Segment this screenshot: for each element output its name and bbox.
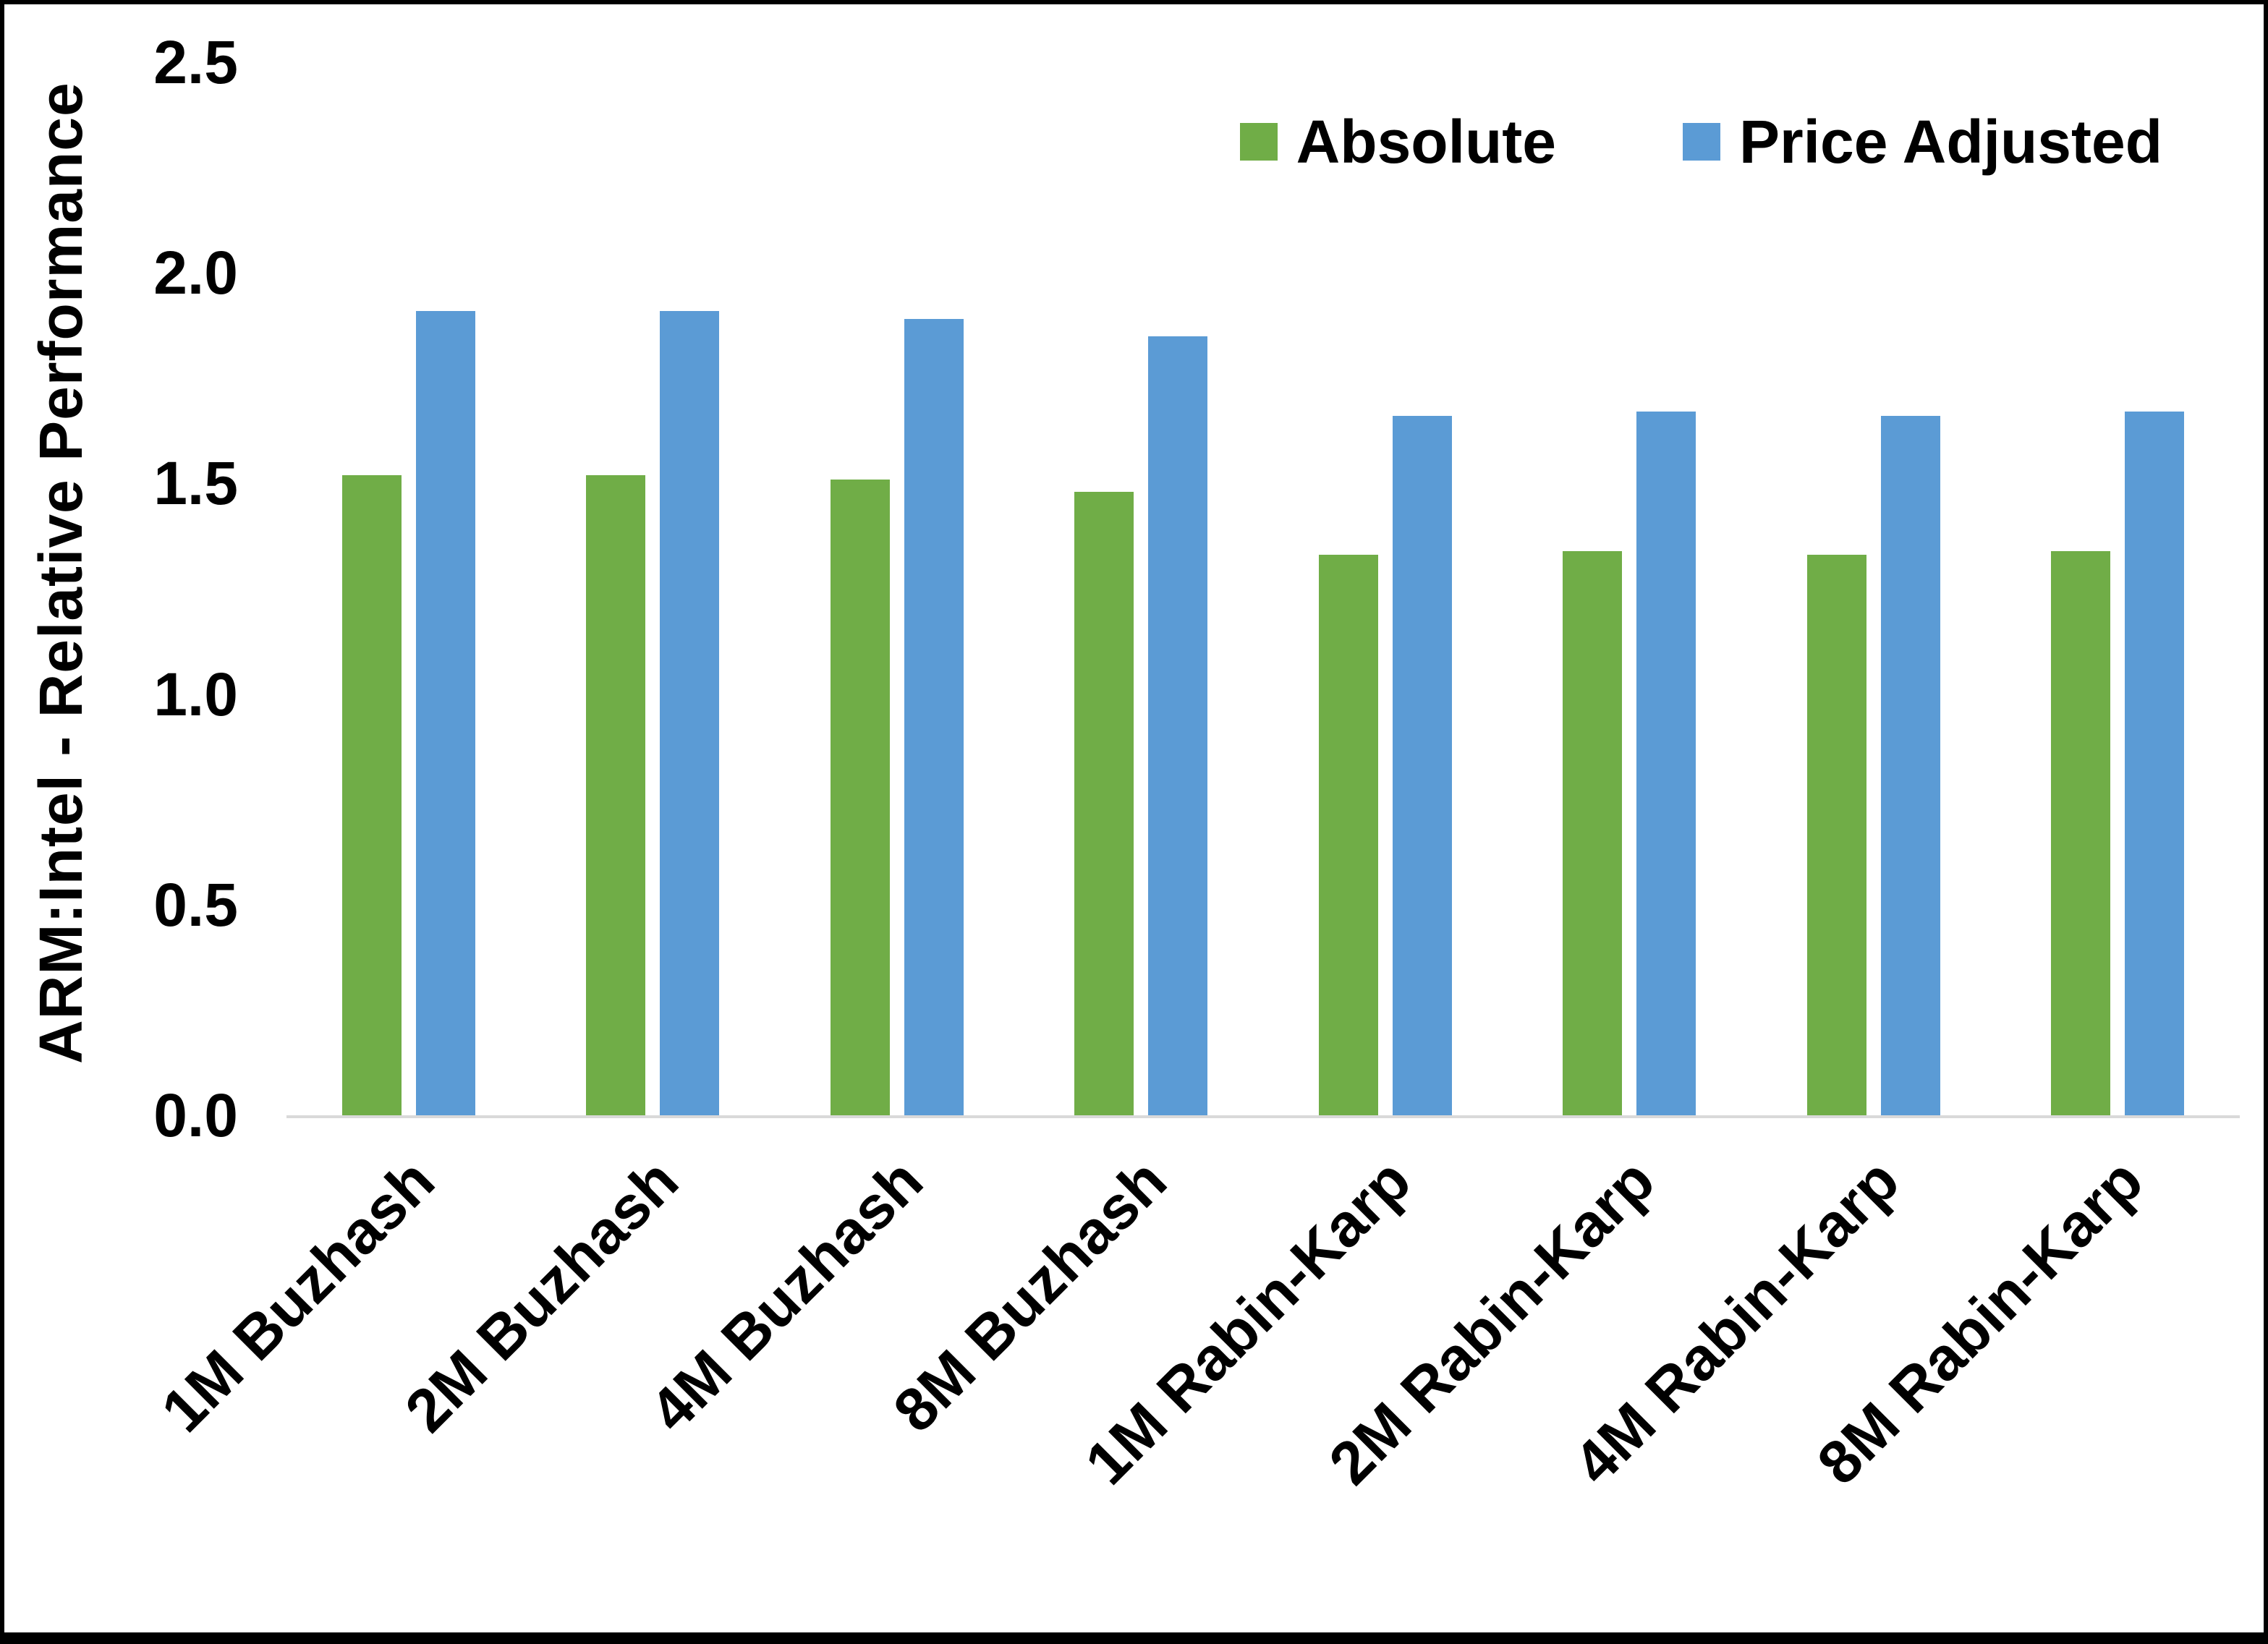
y-axis-tick-label: 0.0 xyxy=(153,1081,238,1149)
bar-price-adjusted xyxy=(415,310,475,1115)
bar-price-adjusted xyxy=(1392,416,1452,1115)
bar-price-adjusted xyxy=(1636,412,1696,1115)
bar-group xyxy=(2051,62,2185,1115)
y-axis-tick-label: 2.5 xyxy=(153,28,238,96)
y-axis-tick-label: 2.0 xyxy=(153,239,238,307)
bar-group xyxy=(586,62,720,1115)
y-axis-tick-label: 1.0 xyxy=(153,660,238,728)
bar-absolute xyxy=(1563,550,1623,1115)
bar-absolute xyxy=(341,474,402,1115)
legend-item-price-adjusted: Price Adjusted xyxy=(1682,108,2162,176)
bar-absolute xyxy=(830,479,890,1115)
bar-absolute xyxy=(1318,555,1378,1115)
legend-label-absolute: Absolute xyxy=(1296,108,1556,176)
y-axis-ticks: 0.0 0.5 1.0 1.5 2.0 2.5 xyxy=(4,4,247,1632)
bar-absolute xyxy=(1806,555,1866,1115)
y-axis-tick-label: 0.5 xyxy=(153,870,238,939)
legend: Absolute Price Adjusted xyxy=(1239,108,2162,176)
plot-area xyxy=(286,62,2240,1118)
legend-swatch-absolute-icon xyxy=(1239,123,1278,161)
bar-group xyxy=(341,62,475,1115)
bar-group xyxy=(1806,62,1940,1115)
bar-price-adjusted xyxy=(2125,412,2185,1115)
bar-absolute xyxy=(1074,492,1134,1115)
bar-price-adjusted xyxy=(1148,336,1208,1115)
bar-group xyxy=(1074,62,1208,1115)
bar-price-adjusted xyxy=(904,319,964,1115)
legend-swatch-price-adjusted-icon xyxy=(1682,123,1720,161)
bar-price-adjusted xyxy=(660,310,720,1115)
legend-label-price-adjusted: Price Adjusted xyxy=(1738,108,2162,176)
bar-group xyxy=(1318,62,1452,1115)
legend-item-absolute: Absolute xyxy=(1239,108,1556,176)
bar-price-adjusted xyxy=(1880,416,1940,1115)
bar-group xyxy=(830,62,964,1115)
bar-group xyxy=(1563,62,1696,1115)
bar-absolute xyxy=(2051,550,2111,1115)
y-axis-tick-label: 1.5 xyxy=(153,449,238,518)
x-axis-labels: 1M Buzhash 2M Buzhash 4M Buzhash 8M Buzhash… xyxy=(148,1124,2240,1587)
bar-absolute xyxy=(586,474,646,1115)
